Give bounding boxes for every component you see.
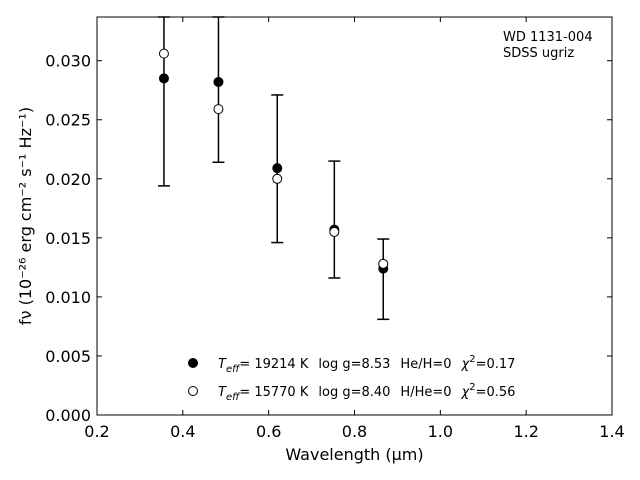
x-tick-label: 1.2 [513, 422, 538, 441]
x-axis-ticks: 0.2 0.4 0.6 0.8 1.0 1.2 1.4 [84, 17, 625, 441]
x-tick-label: 0.6 [256, 422, 281, 441]
x-tick-label: 1.0 [428, 422, 453, 441]
x-tick-label: 1.4 [599, 422, 624, 441]
y-tick-label: 0.020 [45, 170, 91, 189]
data-point-open [272, 173, 283, 184]
y-tick-label: 0.030 [45, 52, 91, 71]
x-tick-label: 0.4 [170, 422, 195, 441]
data-point-filled [158, 73, 169, 84]
data-point-filled [272, 163, 283, 174]
y-tick-label: 0.000 [45, 406, 91, 425]
data-point-open [378, 258, 389, 269]
legend-marker-open [188, 386, 198, 396]
data-point-open [329, 226, 340, 237]
annotation-object-name: WD 1131-004 [503, 30, 593, 45]
y-tick-label: 0.025 [45, 111, 91, 130]
plot-border [96, 16, 613, 416]
y-tick-label: 0.015 [45, 229, 91, 248]
y-tick-label: 0.005 [45, 347, 91, 366]
data-points [158, 48, 389, 274]
x-axis-label: Wavelength (μm) [285, 445, 423, 464]
annotation-filter-set: SDSS ugriz [503, 46, 574, 61]
y-axis-label: fν (10⁻²⁶ erg cm⁻² s⁻¹ Hz⁻¹) [16, 107, 35, 325]
legend-marker-filled [188, 358, 198, 368]
error-bars [157, 16, 390, 321]
plot-frame [96, 16, 613, 416]
y-axis-ticks: 0.000 0.005 0.010 0.015 0.020 0.025 0.030 [45, 52, 612, 425]
y-tick-label: 0.010 [45, 288, 91, 307]
x-tick-label: 0.2 [84, 422, 109, 441]
x-tick-label: 0.8 [342, 422, 367, 441]
data-point-open [213, 104, 224, 115]
data-point-filled [213, 76, 224, 87]
data-point-open [158, 48, 169, 59]
